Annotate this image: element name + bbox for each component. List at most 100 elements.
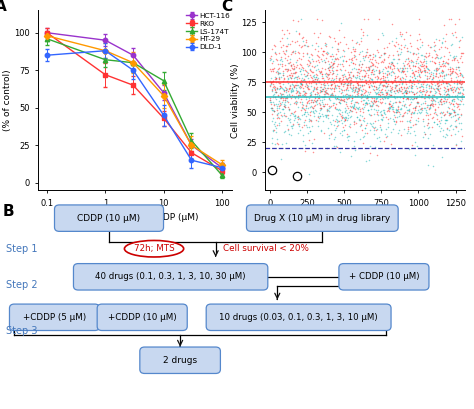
Point bbox=[344, 68, 352, 75]
Point bbox=[410, 94, 418, 101]
Point bbox=[283, 72, 291, 79]
Point bbox=[436, 91, 444, 98]
Point bbox=[340, 87, 347, 93]
Point bbox=[283, 95, 290, 102]
Point bbox=[439, 97, 447, 104]
Point bbox=[296, 68, 304, 74]
Point bbox=[442, 99, 450, 105]
Point bbox=[303, 83, 310, 90]
Point bbox=[362, 87, 369, 94]
Point bbox=[328, 71, 336, 78]
Point bbox=[335, 96, 343, 103]
Point bbox=[308, 103, 315, 109]
Point bbox=[420, 78, 428, 84]
Point bbox=[436, 90, 444, 97]
Point bbox=[277, 91, 285, 98]
Point bbox=[445, 110, 453, 117]
Y-axis label: Cell viability (%): Cell viability (%) bbox=[231, 63, 240, 137]
Point bbox=[434, 111, 441, 118]
Point bbox=[315, 90, 322, 96]
Point bbox=[335, 88, 343, 95]
Point bbox=[306, 128, 313, 134]
Point bbox=[413, 85, 420, 92]
Point bbox=[267, 56, 274, 62]
Point bbox=[445, 94, 452, 100]
Point bbox=[292, 100, 300, 106]
Point bbox=[375, 83, 383, 90]
Point bbox=[303, 84, 311, 90]
Point bbox=[329, 60, 337, 66]
Point bbox=[396, 117, 404, 124]
Point bbox=[388, 102, 396, 108]
Point bbox=[293, 88, 301, 94]
Point bbox=[372, 59, 380, 65]
Point bbox=[372, 88, 379, 95]
Point bbox=[340, 71, 348, 78]
Point bbox=[441, 89, 449, 96]
Point bbox=[425, 92, 433, 98]
Point bbox=[347, 49, 355, 55]
Point bbox=[325, 65, 332, 72]
Point bbox=[292, 74, 300, 80]
Point bbox=[285, 59, 293, 66]
Point bbox=[320, 88, 328, 94]
Point bbox=[346, 106, 353, 113]
Point bbox=[279, 97, 287, 103]
Point bbox=[378, 126, 385, 132]
Point bbox=[325, 61, 333, 67]
Point bbox=[376, 108, 384, 115]
Point bbox=[294, 114, 301, 120]
Point bbox=[323, 106, 330, 112]
Point bbox=[444, 80, 452, 87]
Point bbox=[284, 127, 292, 133]
Point bbox=[454, 103, 462, 109]
Point bbox=[437, 96, 445, 102]
Point bbox=[324, 58, 332, 65]
Point bbox=[432, 54, 440, 61]
Point bbox=[428, 85, 435, 91]
Text: 10 drugs (0.03, 0.1, 0.3, 1, 3, 10 μM): 10 drugs (0.03, 0.1, 0.3, 1, 3, 10 μM) bbox=[219, 313, 378, 322]
Point bbox=[442, 38, 449, 44]
Point bbox=[327, 82, 335, 88]
Point bbox=[451, 123, 459, 129]
Point bbox=[401, 58, 409, 64]
Point bbox=[320, 94, 328, 100]
Point bbox=[344, 80, 351, 86]
Point bbox=[380, 51, 388, 57]
Point bbox=[294, 104, 302, 110]
Point bbox=[303, 81, 311, 88]
Point bbox=[296, 83, 304, 90]
Point bbox=[392, 86, 400, 93]
Point bbox=[281, 50, 288, 57]
Point bbox=[449, 95, 457, 102]
Point bbox=[301, 90, 309, 97]
Point bbox=[365, 66, 372, 73]
Point bbox=[307, 65, 314, 72]
Point bbox=[310, 86, 318, 92]
Point bbox=[405, 83, 412, 89]
Point bbox=[364, 93, 371, 99]
Point bbox=[348, 103, 356, 110]
Point bbox=[333, 67, 340, 74]
Point bbox=[372, 117, 379, 124]
Point bbox=[346, 107, 354, 114]
Point bbox=[440, 111, 448, 118]
Point bbox=[299, 65, 307, 72]
Point bbox=[375, 91, 383, 98]
Point bbox=[456, 64, 463, 71]
Point bbox=[443, 44, 451, 51]
Point bbox=[292, 100, 300, 107]
Point bbox=[327, 90, 334, 97]
Point bbox=[329, 92, 337, 98]
Point bbox=[356, 87, 363, 94]
Point bbox=[294, 121, 301, 128]
Point bbox=[434, 65, 442, 72]
Point bbox=[459, 94, 466, 100]
Point bbox=[382, 50, 389, 56]
Point bbox=[339, 114, 347, 121]
Point bbox=[421, 97, 429, 104]
Point bbox=[336, 107, 343, 114]
Point bbox=[336, 66, 343, 72]
Point bbox=[417, 101, 425, 108]
Point bbox=[331, 94, 339, 101]
